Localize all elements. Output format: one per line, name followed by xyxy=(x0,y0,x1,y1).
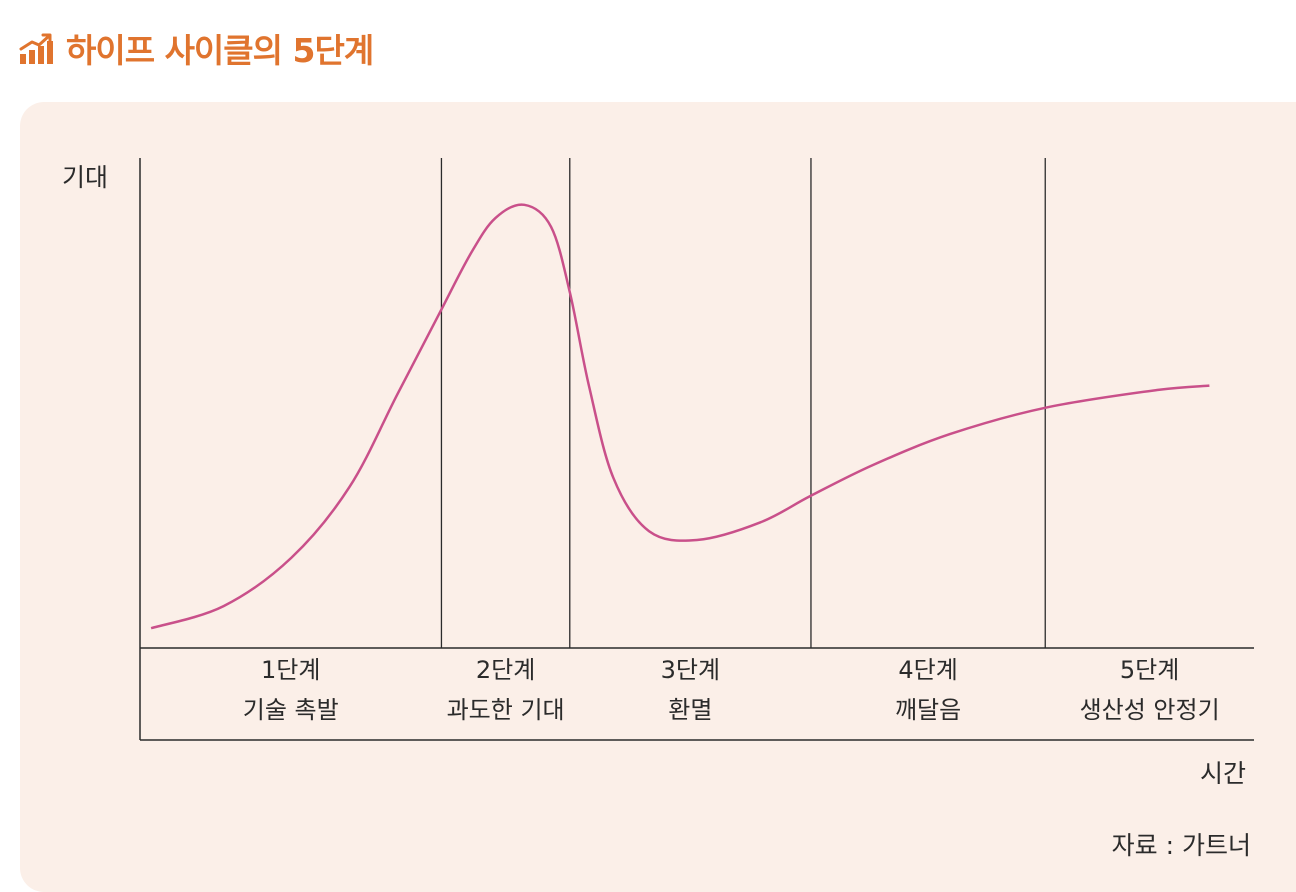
page-title: 하이프 사이클의 5단계 xyxy=(66,31,374,70)
stage-4-number: 4단계 xyxy=(898,656,957,684)
y-axis-label: 기대 xyxy=(62,163,108,192)
stage-dividers xyxy=(440,158,1046,648)
diagram-panel xyxy=(20,102,1296,892)
stage-2-number: 2단계 xyxy=(476,656,535,684)
stage-3-number: 3단계 xyxy=(661,656,720,684)
x-axis-label: 시간 xyxy=(1200,759,1246,788)
bar-chart-trend-icon xyxy=(19,33,53,64)
stage-1-number: 1단계 xyxy=(261,656,320,684)
hype-curve xyxy=(150,203,1210,630)
source-note: 자료 : 가트너 xyxy=(1112,831,1251,860)
page-header: 하이프 사이클의 5단계 xyxy=(18,24,374,72)
stage-1-name: 기술 촉발 xyxy=(243,696,339,724)
stage-5-number: 5단계 xyxy=(1120,656,1179,684)
stage-2-name: 과도한 기대 xyxy=(447,696,565,724)
stage-5-name: 생산성 안정기 xyxy=(1080,696,1220,724)
stage-3-name: 환멸 xyxy=(668,696,712,724)
stage-4-name: 깨달음 xyxy=(895,696,961,724)
